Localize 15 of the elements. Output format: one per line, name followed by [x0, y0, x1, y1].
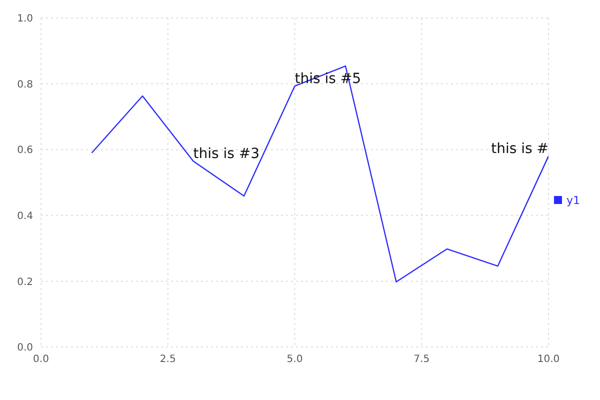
legend-label: y1 [566, 194, 580, 206]
x-tick-label: 7.5 [414, 354, 430, 366]
y-tick-label: 0.2 [17, 276, 33, 288]
y-tick-label: 1.0 [17, 14, 33, 25]
y-tick-label: 0.4 [17, 210, 33, 222]
x-tick-label: 5.0 [286, 354, 303, 366]
y-tick-label: 0.6 [17, 145, 33, 156]
line-series [91, 65, 548, 282]
x-tick-label: 0.0 [33, 354, 49, 366]
x-tick-label: 2.5 [160, 354, 176, 366]
annotation: this is #3 [193, 146, 260, 162]
y-tick-label: 0.8 [17, 79, 33, 90]
annotation: this is # [491, 141, 548, 158]
y-tick-label: 0.0 [17, 342, 33, 354]
x-tick-label: 10.0 [537, 354, 560, 366]
